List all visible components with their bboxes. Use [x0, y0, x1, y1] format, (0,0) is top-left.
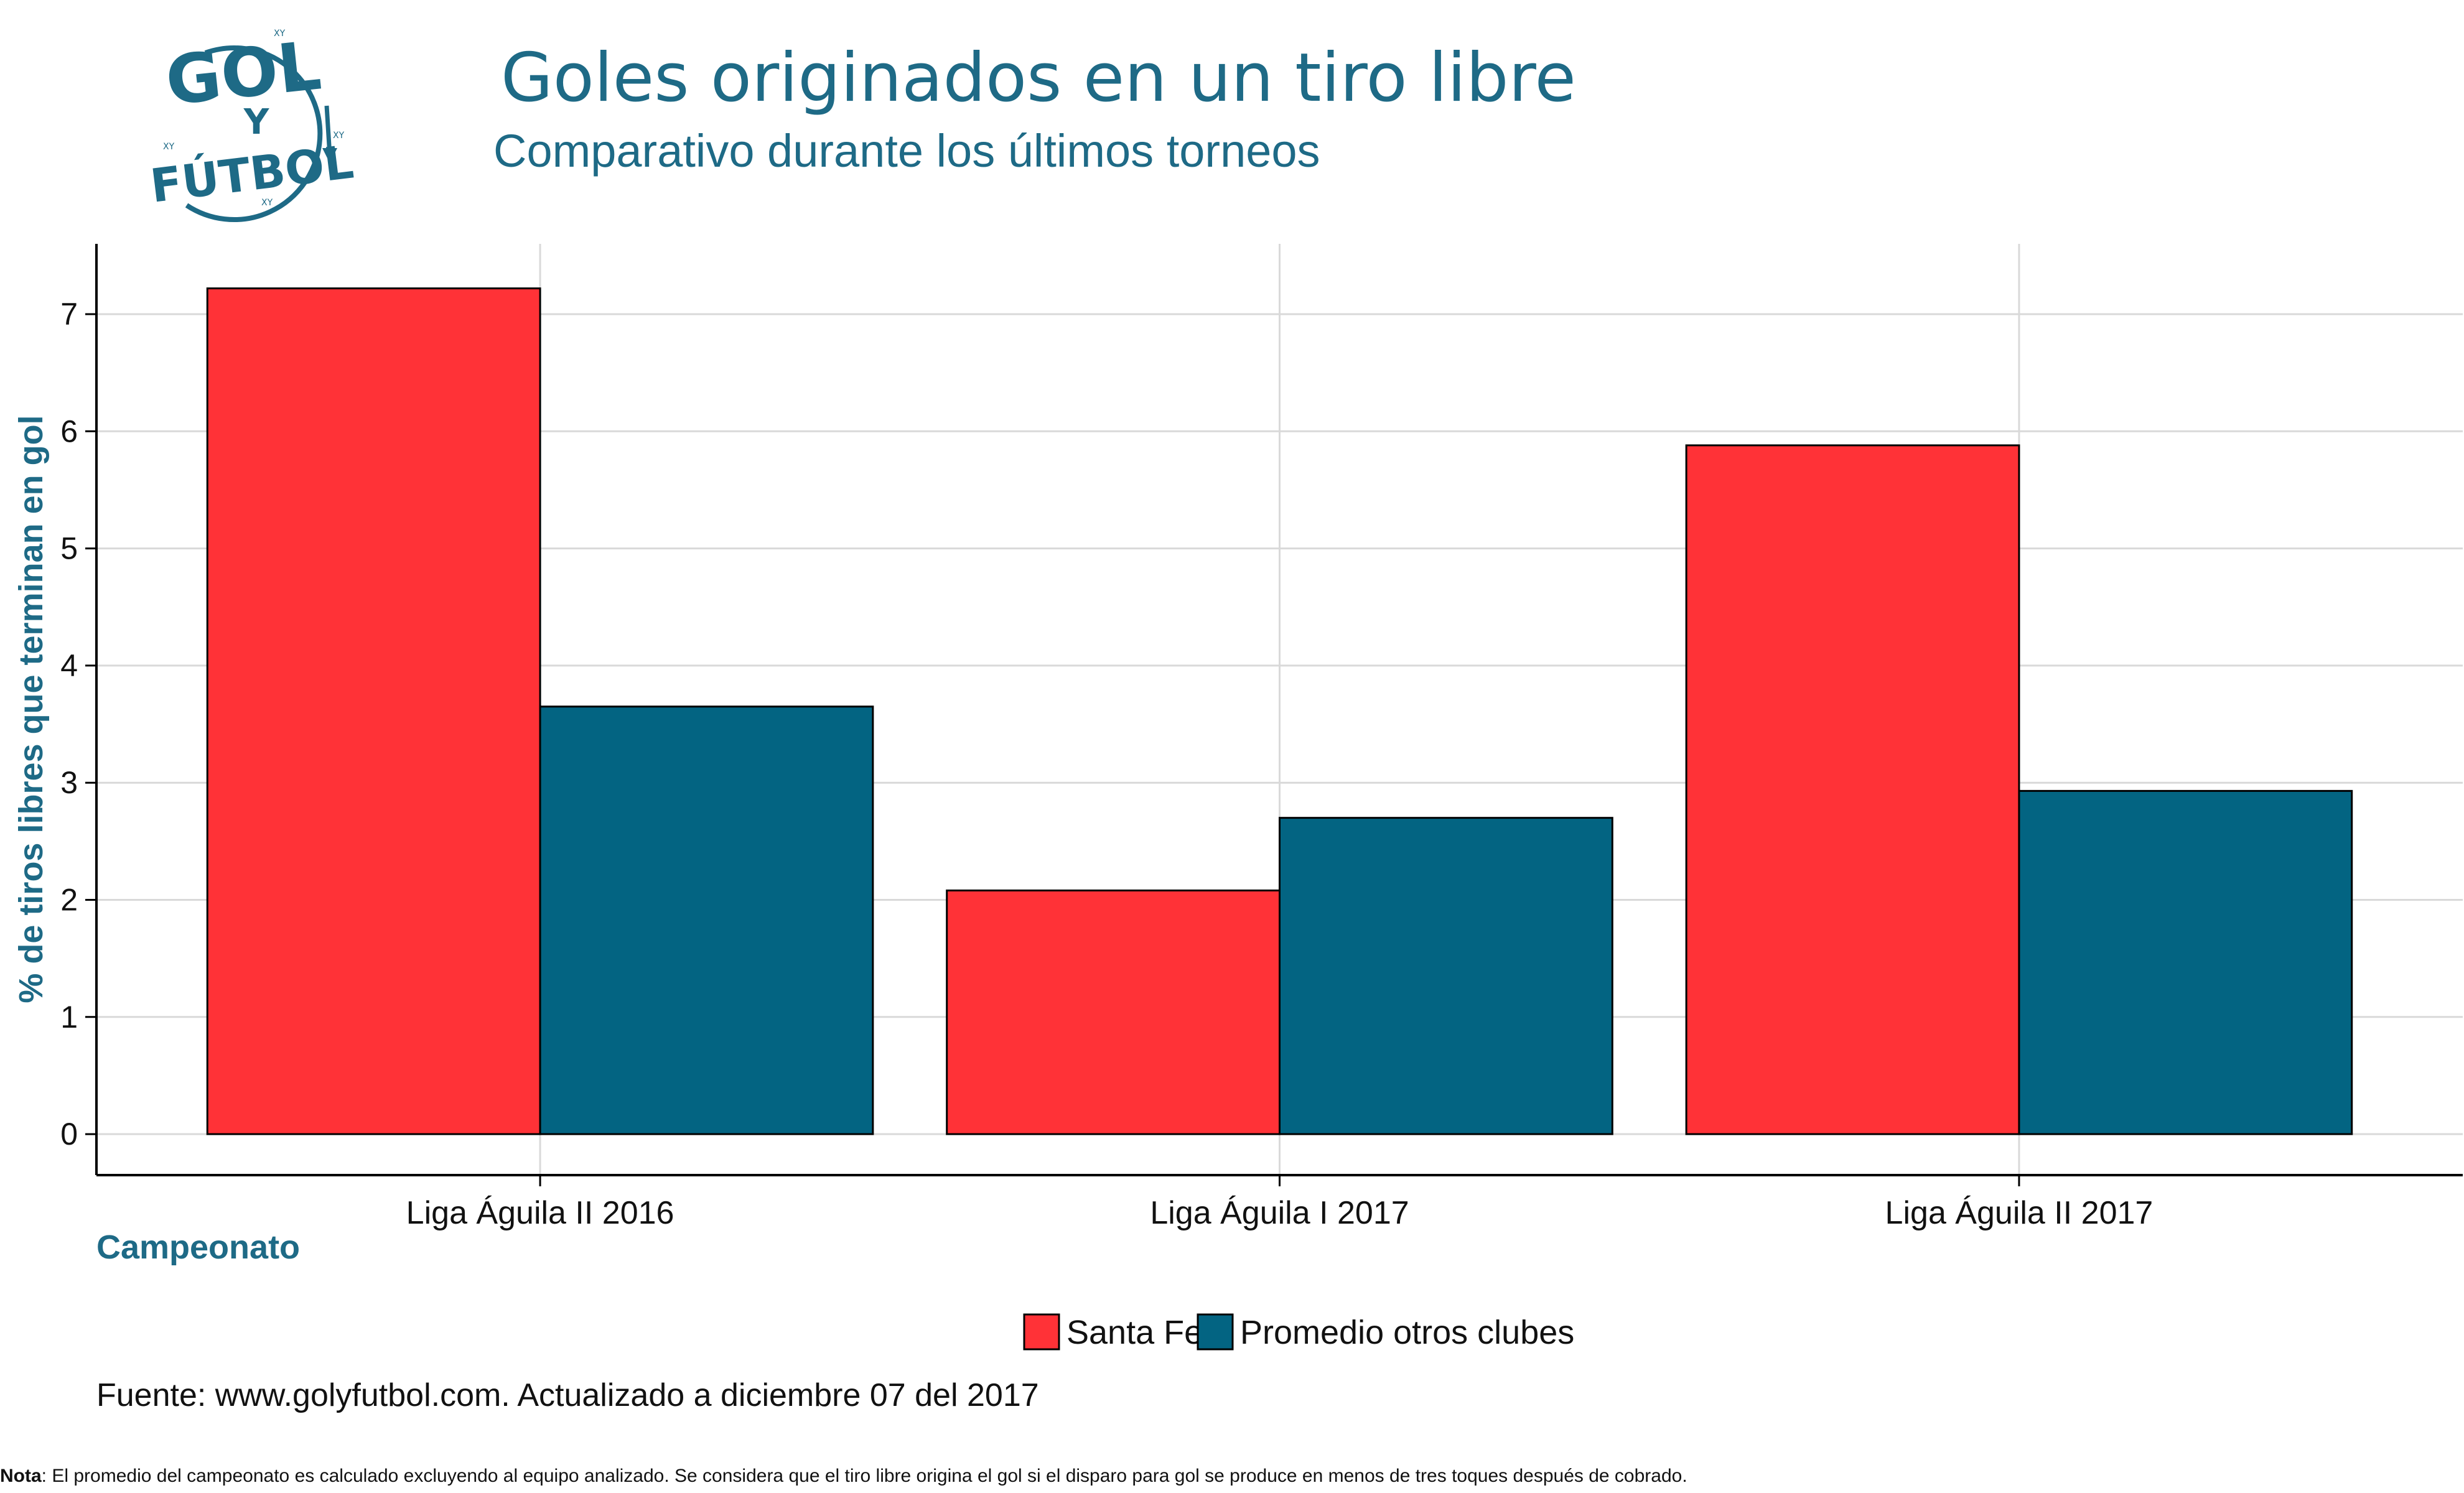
y-tick-label-2: 2 — [60, 882, 78, 917]
x-tick-label-1: Liga Águila I 2017 — [1150, 1195, 1409, 1231]
y-tick-label-3: 3 — [60, 765, 78, 800]
bar-santa-fe-2 — [1685, 444, 2020, 1135]
x-ticks: Liga Águila II 2016 Liga Águila I 2017 Lig… — [406, 1175, 2154, 1231]
y-tick-label-0: 0 — [60, 1117, 78, 1151]
logo-mark-left: XY — [163, 142, 175, 152]
bars — [206, 287, 2353, 1135]
bar-promedio-0 — [539, 705, 874, 1135]
y-tick-label-6: 6 — [60, 414, 78, 449]
logo-text-y: Y — [243, 102, 270, 142]
logo-arrow-arc — [324, 105, 332, 156]
logo-arrow-head — [322, 148, 337, 163]
logo-text-futbol: FÚTBOL — [147, 134, 357, 213]
logo-mark-right: XY — [333, 131, 345, 141]
chart-subtitle: Comparativo durante los últimos torneos — [493, 125, 1320, 177]
x-tick-label-0: Liga Águila II 2016 — [406, 1195, 674, 1231]
y-tick-label-5: 5 — [60, 531, 78, 566]
legend: Santa Fe Promedio otros clubes — [1023, 1313, 1574, 1351]
legend-swatch-promedio — [1197, 1313, 1234, 1351]
y-tick-label-4: 4 — [60, 648, 78, 683]
footnote-label: Nota — [0, 1466, 42, 1486]
y-ticks: 0 1 2 3 4 5 6 7 — [60, 297, 96, 1151]
source-text: Fuente: www.golyfutbol.com. Actualizado … — [96, 1377, 1039, 1413]
footnote-text: : El promedio del campeonato es calculad… — [42, 1466, 1687, 1486]
legend-swatch-santa-fe — [1023, 1313, 1060, 1351]
bar-promedio-2 — [2018, 789, 2353, 1135]
bar-santa-fe-1 — [946, 889, 1281, 1135]
x-tick-label-2: Liga Águila II 2017 — [1885, 1195, 2154, 1231]
x-axis-title: Campeonato — [96, 1229, 300, 1266]
logo-text-gol: GOL — [162, 27, 325, 121]
chart-title: Goles originados en un tiro libre — [501, 39, 1576, 117]
legend-label-promedio: Promedio otros clubes — [1240, 1314, 1574, 1351]
y-axis-title: % de tiros libres que terminan en gol — [12, 415, 50, 1003]
logo-mark-bottom: XY — [261, 198, 273, 208]
y-tick-label-1: 1 — [60, 1000, 78, 1035]
y-tick-label-7: 7 — [60, 297, 78, 332]
legend-label-santa-fe: Santa Fe — [1066, 1314, 1203, 1351]
footnote: Nota: El promedio del campeonato es calc… — [0, 1466, 1687, 1486]
logo-mark-top: XY — [274, 29, 286, 39]
logo-ring-arc — [185, 45, 323, 222]
gol-y-futbol-logo: GOL Y FÚTBOL XY XY XY XY — [147, 27, 357, 222]
bar-santa-fe-0 — [206, 287, 541, 1135]
bar-promedio-1 — [1279, 817, 1613, 1135]
